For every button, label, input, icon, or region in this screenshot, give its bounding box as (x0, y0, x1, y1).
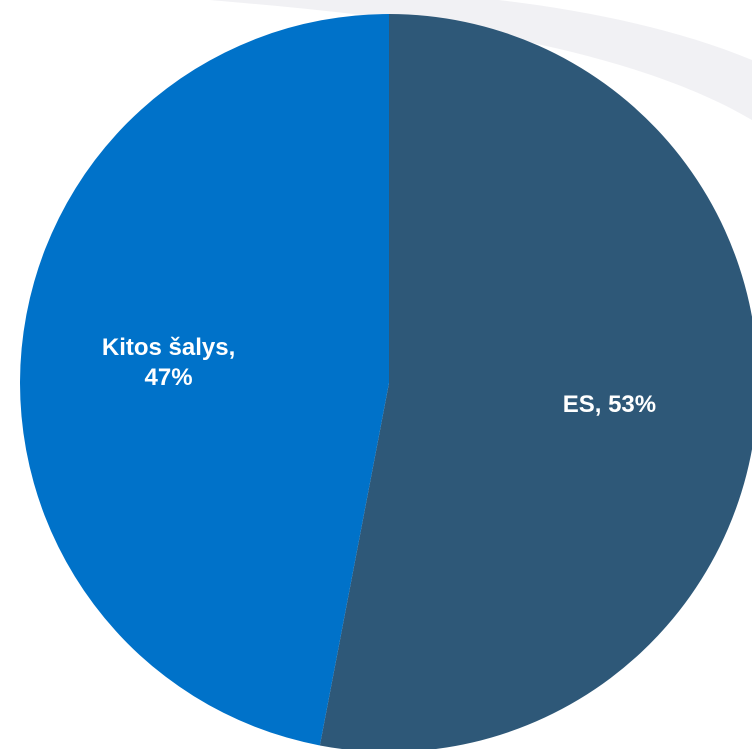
pie-slices (19, 14, 752, 752)
pie-data-labels: ES, 53% Kitos šalys, 47% (102, 334, 656, 418)
pie-slice-es (319, 14, 752, 752)
data-label-es: ES, 53% (563, 391, 656, 418)
pie-slice-kitos-šalys (19, 14, 389, 746)
background-arc-decoration (150, 0, 752, 120)
data-label-kitos-šalys: Kitos šalys, 47% (102, 334, 235, 391)
background-arc (150, 0, 752, 120)
